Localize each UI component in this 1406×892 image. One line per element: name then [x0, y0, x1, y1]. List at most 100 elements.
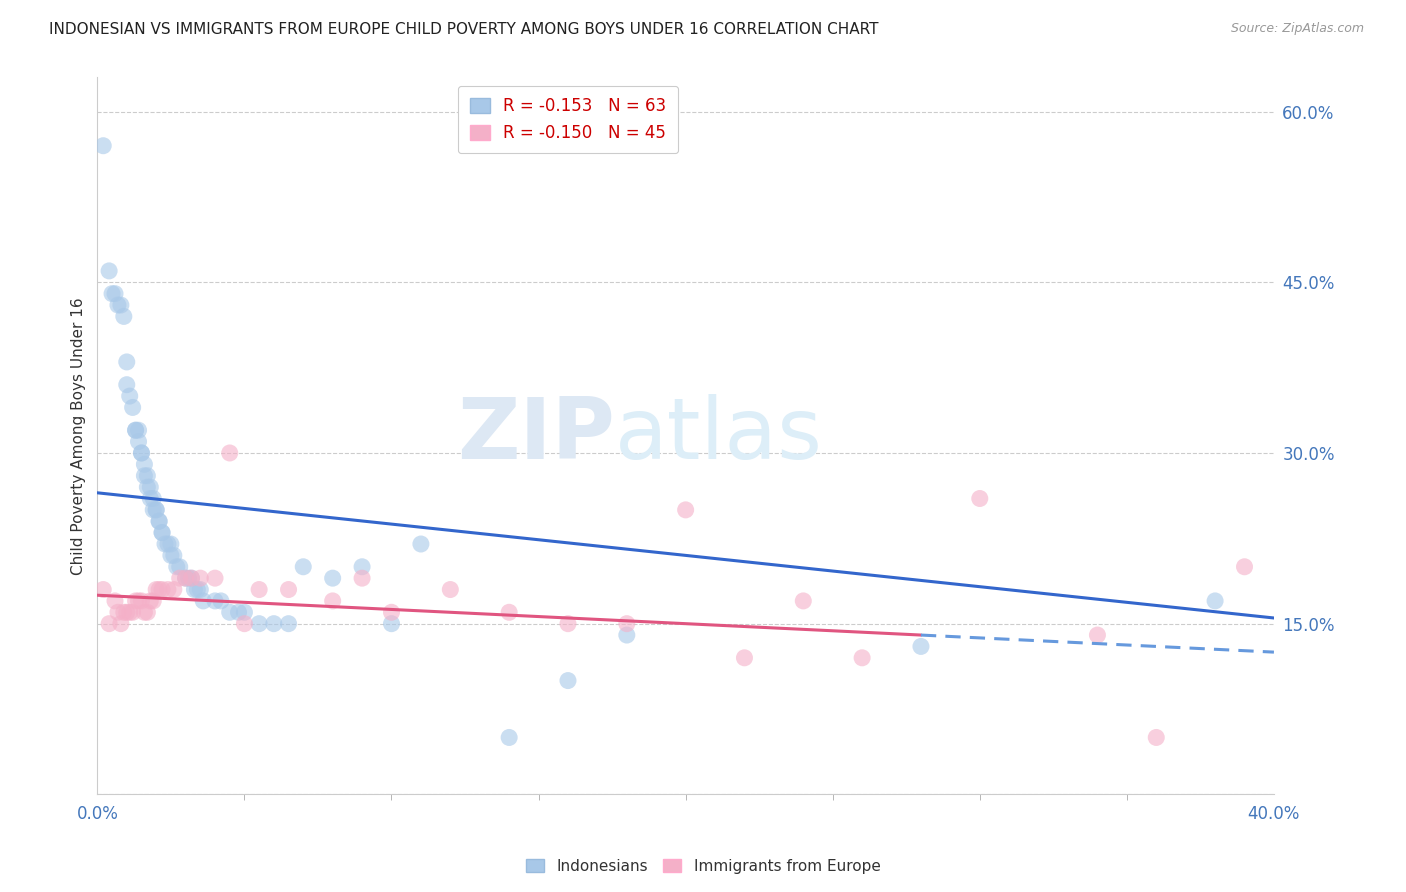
- Point: [115, 377, 138, 392]
- Point: [616, 628, 638, 642]
- Point: [277, 582, 299, 597]
- Point: [142, 503, 165, 517]
- Point: [174, 571, 197, 585]
- Point: [228, 605, 250, 619]
- Point: [675, 503, 697, 517]
- Point: [969, 491, 991, 506]
- Point: [107, 298, 129, 312]
- Point: [104, 594, 127, 608]
- Point: [204, 594, 226, 608]
- Point: [183, 582, 205, 597]
- Point: [110, 298, 132, 312]
- Point: [134, 605, 156, 619]
- Point: [263, 616, 285, 631]
- Point: [247, 582, 270, 597]
- Point: [322, 571, 344, 585]
- Point: [439, 582, 461, 597]
- Point: [380, 605, 402, 619]
- Point: [118, 389, 141, 403]
- Point: [98, 264, 121, 278]
- Text: INDONESIAN VS IMMIGRANTS FROM EUROPE CHILD POVERTY AMONG BOYS UNDER 16 CORRELATI: INDONESIAN VS IMMIGRANTS FROM EUROPE CHI…: [49, 22, 879, 37]
- Point: [112, 605, 135, 619]
- Point: [131, 446, 153, 460]
- Point: [115, 355, 138, 369]
- Point: [352, 571, 374, 585]
- Point: [1087, 628, 1109, 642]
- Point: [156, 582, 179, 597]
- Point: [139, 491, 162, 506]
- Point: [557, 616, 579, 631]
- Point: [174, 571, 197, 585]
- Point: [150, 525, 173, 540]
- Point: [233, 605, 256, 619]
- Point: [1144, 731, 1167, 745]
- Point: [160, 549, 183, 563]
- Legend: Indonesians, Immigrants from Europe: Indonesians, Immigrants from Europe: [519, 853, 887, 880]
- Point: [180, 571, 202, 585]
- Point: [180, 571, 202, 585]
- Point: [136, 480, 159, 494]
- Point: [616, 616, 638, 631]
- Point: [128, 594, 150, 608]
- Point: [150, 525, 173, 540]
- Point: [163, 549, 186, 563]
- Point: [145, 503, 167, 517]
- Point: [322, 594, 344, 608]
- Point: [851, 650, 873, 665]
- Point: [134, 468, 156, 483]
- Point: [104, 286, 127, 301]
- Point: [112, 310, 135, 324]
- Point: [139, 480, 162, 494]
- Point: [292, 559, 315, 574]
- Point: [498, 605, 520, 619]
- Point: [193, 594, 215, 608]
- Point: [142, 491, 165, 506]
- Point: [188, 582, 211, 597]
- Point: [145, 582, 167, 597]
- Point: [153, 537, 176, 551]
- Point: [186, 582, 208, 597]
- Text: Source: ZipAtlas.com: Source: ZipAtlas.com: [1230, 22, 1364, 36]
- Text: ZIP: ZIP: [457, 394, 614, 477]
- Point: [148, 514, 170, 528]
- Point: [160, 537, 183, 551]
- Point: [209, 594, 232, 608]
- Point: [169, 571, 191, 585]
- Point: [128, 423, 150, 437]
- Point: [142, 594, 165, 608]
- Point: [121, 605, 143, 619]
- Point: [107, 605, 129, 619]
- Point: [124, 423, 146, 437]
- Point: [148, 514, 170, 528]
- Point: [118, 605, 141, 619]
- Point: [124, 594, 146, 608]
- Point: [247, 616, 270, 631]
- Point: [177, 571, 200, 585]
- Point: [124, 423, 146, 437]
- Point: [115, 605, 138, 619]
- Point: [1204, 594, 1226, 608]
- Point: [110, 616, 132, 631]
- Point: [134, 458, 156, 472]
- Point: [792, 594, 814, 608]
- Point: [733, 650, 755, 665]
- Point: [204, 571, 226, 585]
- Point: [169, 559, 191, 574]
- Point: [98, 616, 121, 631]
- Point: [218, 446, 240, 460]
- Point: [910, 640, 932, 654]
- Point: [380, 616, 402, 631]
- Point: [166, 559, 188, 574]
- Point: [91, 582, 114, 597]
- Point: [352, 559, 374, 574]
- Point: [91, 138, 114, 153]
- Y-axis label: Child Poverty Among Boys Under 16: Child Poverty Among Boys Under 16: [72, 297, 86, 574]
- Point: [148, 582, 170, 597]
- Point: [156, 537, 179, 551]
- Point: [163, 582, 186, 597]
- Point: [136, 468, 159, 483]
- Point: [188, 571, 211, 585]
- Point: [409, 537, 432, 551]
- Point: [131, 446, 153, 460]
- Point: [1233, 559, 1256, 574]
